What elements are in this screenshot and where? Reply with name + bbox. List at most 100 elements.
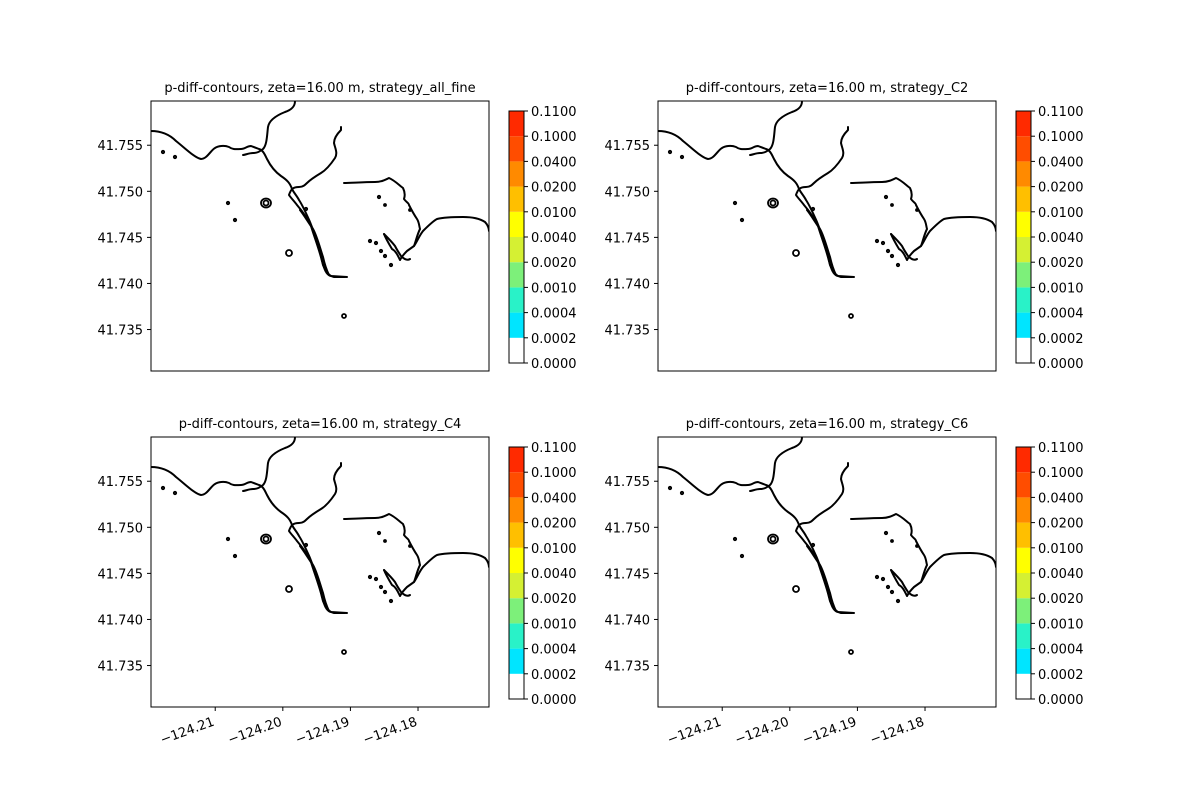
colorbar-label: 0.1000 bbox=[531, 466, 577, 481]
subplot-title: p-diff-contours, zeta=16.00 m, strategy_… bbox=[686, 81, 969, 96]
colorbar-segment bbox=[509, 161, 524, 187]
colorbar-label: 0.0010 bbox=[1038, 281, 1084, 296]
colorbar-label: 0.0100 bbox=[531, 206, 577, 221]
colorbar-segment bbox=[1016, 447, 1031, 473]
subplot-title: p-diff-contours, zeta=16.00 m, strategy_… bbox=[179, 417, 462, 432]
colorbar-segment bbox=[509, 312, 524, 338]
y-tick-label: 41.735 bbox=[98, 324, 144, 339]
colorbar-segment bbox=[509, 262, 524, 288]
colorbar-label: 0.0002 bbox=[531, 332, 577, 347]
y-tick-label: 41.750 bbox=[605, 521, 651, 536]
colorbar-label: 0.0100 bbox=[531, 542, 577, 557]
axes-frame bbox=[150, 100, 490, 372]
colorbar-label: 0.0020 bbox=[531, 256, 577, 271]
colorbar-label: 0.0040 bbox=[531, 231, 577, 246]
x-tick-label: −124.19 bbox=[801, 715, 859, 748]
colorbar-segment bbox=[1016, 472, 1031, 498]
colorbar-segment bbox=[509, 673, 524, 699]
subplot-4: p-diff-contours, zeta=16.00 m, strategy_… bbox=[605, 417, 1084, 748]
colorbar-segment bbox=[509, 237, 524, 263]
colorbar-label: 0.0200 bbox=[531, 517, 577, 532]
y-tick-label: 41.755 bbox=[98, 475, 144, 490]
colorbar-segment bbox=[509, 111, 524, 137]
colorbar-label: 0.0010 bbox=[531, 617, 577, 632]
axes-frame bbox=[150, 436, 490, 708]
subplot-3: p-diff-contours, zeta=16.00 m, strategy_… bbox=[98, 417, 577, 748]
colorbar-label: 0.0010 bbox=[531, 281, 577, 296]
colorbar-segment bbox=[1016, 186, 1031, 212]
colorbar-segment bbox=[509, 623, 524, 649]
colorbar-label: 0.0400 bbox=[1038, 491, 1084, 506]
colorbar-label: 0.0200 bbox=[531, 181, 577, 196]
subplot-title: p-diff-contours, zeta=16.00 m, strategy_… bbox=[164, 81, 475, 96]
colorbar-label: 0.0100 bbox=[1038, 542, 1084, 557]
subplot-2: p-diff-contours, zeta=16.00 m, strategy_… bbox=[605, 81, 1084, 372]
colorbar-label: 0.0400 bbox=[531, 155, 577, 170]
x-tick-label: −124.20 bbox=[226, 715, 284, 748]
colorbar-segment bbox=[509, 211, 524, 237]
colorbar-label: 0.0002 bbox=[531, 668, 577, 683]
colorbar-label: 0.0002 bbox=[1038, 332, 1084, 347]
colorbar-label: 0.0004 bbox=[531, 307, 577, 322]
colorbar-label: 0.0040 bbox=[531, 567, 577, 582]
colorbar-label: 0.0040 bbox=[1038, 567, 1084, 582]
colorbar-segment bbox=[1016, 337, 1031, 363]
colorbar-label: 0.0004 bbox=[1038, 643, 1084, 658]
x-tick-label: −124.21 bbox=[665, 715, 723, 748]
colorbar-label: 0.0020 bbox=[1038, 256, 1084, 271]
colorbar-segment bbox=[509, 648, 524, 674]
colorbar-segment bbox=[509, 598, 524, 624]
y-tick-label: 41.745 bbox=[605, 231, 651, 246]
x-tick-label: −124.21 bbox=[158, 715, 216, 748]
subplot-1: p-diff-contours, zeta=16.00 m, strategy_… bbox=[98, 81, 577, 372]
colorbar-segment bbox=[1016, 312, 1031, 338]
colorbar-segment bbox=[509, 337, 524, 363]
y-tick-label: 41.750 bbox=[98, 185, 144, 200]
y-tick-label: 41.755 bbox=[605, 139, 651, 154]
colorbar-segment bbox=[1016, 136, 1031, 162]
axes-frame bbox=[657, 436, 997, 708]
axes-frame bbox=[657, 100, 997, 372]
colorbar-segment bbox=[1016, 211, 1031, 237]
colorbar-segment bbox=[509, 472, 524, 498]
colorbar-label: 0.0002 bbox=[1038, 668, 1084, 683]
colorbar-segment bbox=[1016, 287, 1031, 313]
colorbar-label: 0.0000 bbox=[1038, 357, 1084, 372]
y-tick-label: 41.740 bbox=[605, 277, 651, 292]
y-tick-label: 41.735 bbox=[605, 660, 651, 675]
colorbar-segment bbox=[1016, 497, 1031, 523]
colorbar-label: 0.0200 bbox=[1038, 181, 1084, 196]
colorbar-segment bbox=[1016, 237, 1031, 263]
colorbar-label: 0.0100 bbox=[1038, 206, 1084, 221]
colorbar-segment bbox=[1016, 648, 1031, 674]
colorbar-segment bbox=[509, 573, 524, 599]
colorbar-label: 0.1100 bbox=[1038, 441, 1084, 456]
colorbar-segment bbox=[1016, 573, 1031, 599]
y-tick-label: 41.745 bbox=[98, 567, 144, 582]
y-tick-label: 41.745 bbox=[605, 567, 651, 582]
x-tick-label: −124.20 bbox=[733, 715, 791, 748]
colorbar: 0.0000 0.0002 0.0004 0.0010 0.0020 0.0040 0.01… bbox=[508, 441, 577, 708]
x-tick-label: −124.19 bbox=[294, 715, 352, 748]
colorbar-label: 0.0000 bbox=[1038, 693, 1084, 708]
colorbar-label: 0.1000 bbox=[531, 130, 577, 145]
colorbar: 0.0000 0.0002 0.0004 0.0010 0.0020 0.0040 0.01… bbox=[1015, 105, 1084, 372]
colorbar-label: 0.0400 bbox=[1038, 155, 1084, 170]
x-tick-label: −124.18 bbox=[361, 715, 419, 748]
colorbar-segment bbox=[1016, 598, 1031, 624]
colorbar-label: 0.0000 bbox=[531, 693, 577, 708]
colorbar: 0.0000 0.0002 0.0004 0.0010 0.0020 0.0040 0.01… bbox=[1015, 441, 1084, 708]
colorbar-label: 0.0004 bbox=[1038, 307, 1084, 322]
colorbar-label: 0.0200 bbox=[1038, 517, 1084, 532]
subplot-title: p-diff-contours, zeta=16.00 m, strategy_… bbox=[686, 417, 969, 432]
colorbar-label: 0.0400 bbox=[531, 491, 577, 506]
y-tick-label: 41.740 bbox=[98, 277, 144, 292]
colorbar-segment bbox=[1016, 547, 1031, 573]
y-tick-label: 41.750 bbox=[98, 521, 144, 536]
colorbar-segment bbox=[509, 522, 524, 548]
colorbar-label: 0.0010 bbox=[1038, 617, 1084, 632]
y-tick-label: 41.735 bbox=[98, 660, 144, 675]
colorbar-label: 0.1000 bbox=[1038, 466, 1084, 481]
colorbar-segment bbox=[509, 136, 524, 162]
